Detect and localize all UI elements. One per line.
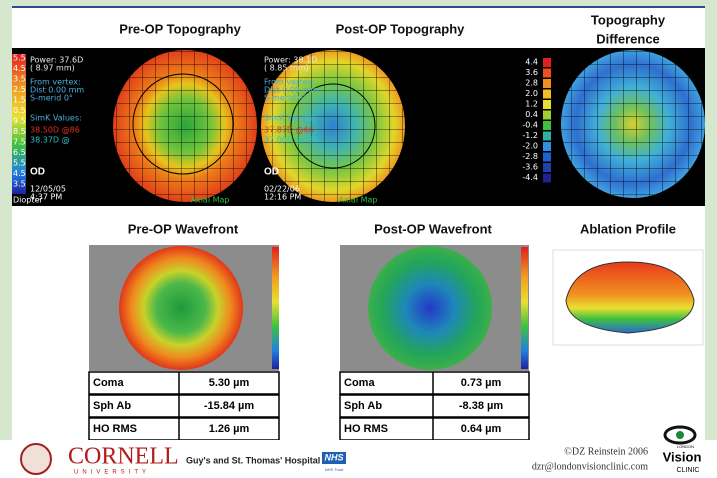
scale-label: 0.4 [525,110,538,119]
scale-swatch [543,79,551,88]
scale-label: 6.5 [13,148,26,157]
scale-swatch [543,163,551,172]
scale-swatch [543,58,551,67]
map-info: 38.37D @ [30,136,70,145]
university: UNIVERSITY [74,470,150,476]
ablation-dome [566,262,694,333]
scale-swatch [543,111,551,120]
scale-label: -4.4 [522,173,538,182]
map-info: ( 8.85 mm) [264,64,309,73]
map-label: Axial Map [339,196,378,205]
table-value: -15.84 µm [204,400,255,412]
scale-label: -0.4 [522,121,538,130]
scale-swatch [543,69,551,78]
scale-label: 1.2 [525,100,538,109]
title: Post-OP Topography [336,21,466,36]
scale-swatch [543,174,551,183]
unit-label: Diopter [13,196,43,205]
scale-label: -2.0 [522,142,538,151]
title: Difference [596,31,660,46]
title: Pre-OP Topography [119,21,241,36]
nhs-trust: NHS Trust [325,467,344,472]
scale-swatch [543,142,551,151]
table-value: 0.64 µm [461,423,502,435]
map-info: SimK Values: [30,114,82,123]
cornell: CORNELL [68,444,179,470]
table-value: 5.30 µm [209,377,250,389]
nhs: NHS [324,452,343,462]
scale-swatch [543,100,551,109]
scale-swatch [543,121,551,130]
title: Ablation Profile [580,221,676,236]
scale-label: 9.5 [13,117,26,126]
scale-label: 4.5 [13,169,26,178]
map-info: 37.87D @66 [264,126,314,135]
table-label: Sph Ab [344,400,382,412]
title: Topography [591,12,666,27]
scale-label: -1.2 [522,131,538,140]
email: dzr@londonvisionclinic.com [532,461,648,472]
map-info: 38.50D @86 [30,126,80,135]
scale-label: 5.5 [13,54,26,63]
logo-pupil [676,431,684,439]
scale-swatch [543,132,551,141]
cornell-seal [21,444,51,474]
eye: OD [264,167,279,178]
logo-main: Vision [663,449,702,464]
scale-label: 4.5 [13,64,26,73]
scale-label: 0.5 [13,106,26,115]
color-scale [521,247,528,369]
map-grid [113,50,257,202]
map-info: 37.00D @156 [264,136,319,145]
scale-label: 5.5 [13,159,26,168]
title: Pre-OP Wavefront [128,221,239,236]
scale-label: 2.0 [525,89,538,98]
scale-label: -3.6 [522,163,538,172]
scale-label: 4.4 [525,58,538,67]
copyright: ©DZ Reinstein 2006 [564,446,648,457]
logo-top: LONDON [677,444,694,449]
logo-bottom: CLINIC [677,467,700,474]
map-label: Axial Map [191,196,230,205]
eye: OD [30,167,45,178]
scale-label: 3.6 [525,68,538,77]
scale-swatch [543,90,551,99]
table-label: HO RMS [93,423,137,435]
scale-swatch [543,153,551,162]
wavefront-map [119,246,243,370]
wavefront-map [368,246,492,370]
map-info: SimK Values: [264,114,316,123]
table-label: Coma [344,377,375,389]
scale-label: 8.5 [13,127,26,136]
map-info: ( 8.97 mm) [30,64,75,73]
scale-label: 7.5 [13,138,26,147]
map-grid [561,50,705,198]
table-value: 1.26 µm [209,423,250,435]
scale-label: 3.5 [13,75,26,84]
table-label: Coma [93,377,124,389]
scale-label: 2.5 [13,85,26,94]
time: 12:16 PM [264,193,301,202]
scale-label: 3.5 [13,180,26,189]
table-value: 0.73 µm [461,377,502,389]
map-info: S-merid 0° [264,94,307,103]
table-label: Sph Ab [93,400,131,412]
title: Post-OP Wavefront [374,221,492,236]
map-info: S-merid 0° [30,94,73,103]
scale-label: 2.8 [525,79,538,88]
color-scale [272,247,279,369]
page: Pre-OP Topography Post-OP Topography Top… [0,0,717,478]
scale-label: 1.5 [13,96,26,105]
table-label: HO RMS [344,423,388,435]
scale-label: -2.8 [522,152,538,161]
table-value: -8.38 µm [459,400,503,412]
hospital: Guy's and St. Thomas' Hospital [186,455,320,465]
slide: Pre-OP Topography Post-OP Topography Top… [0,0,717,478]
